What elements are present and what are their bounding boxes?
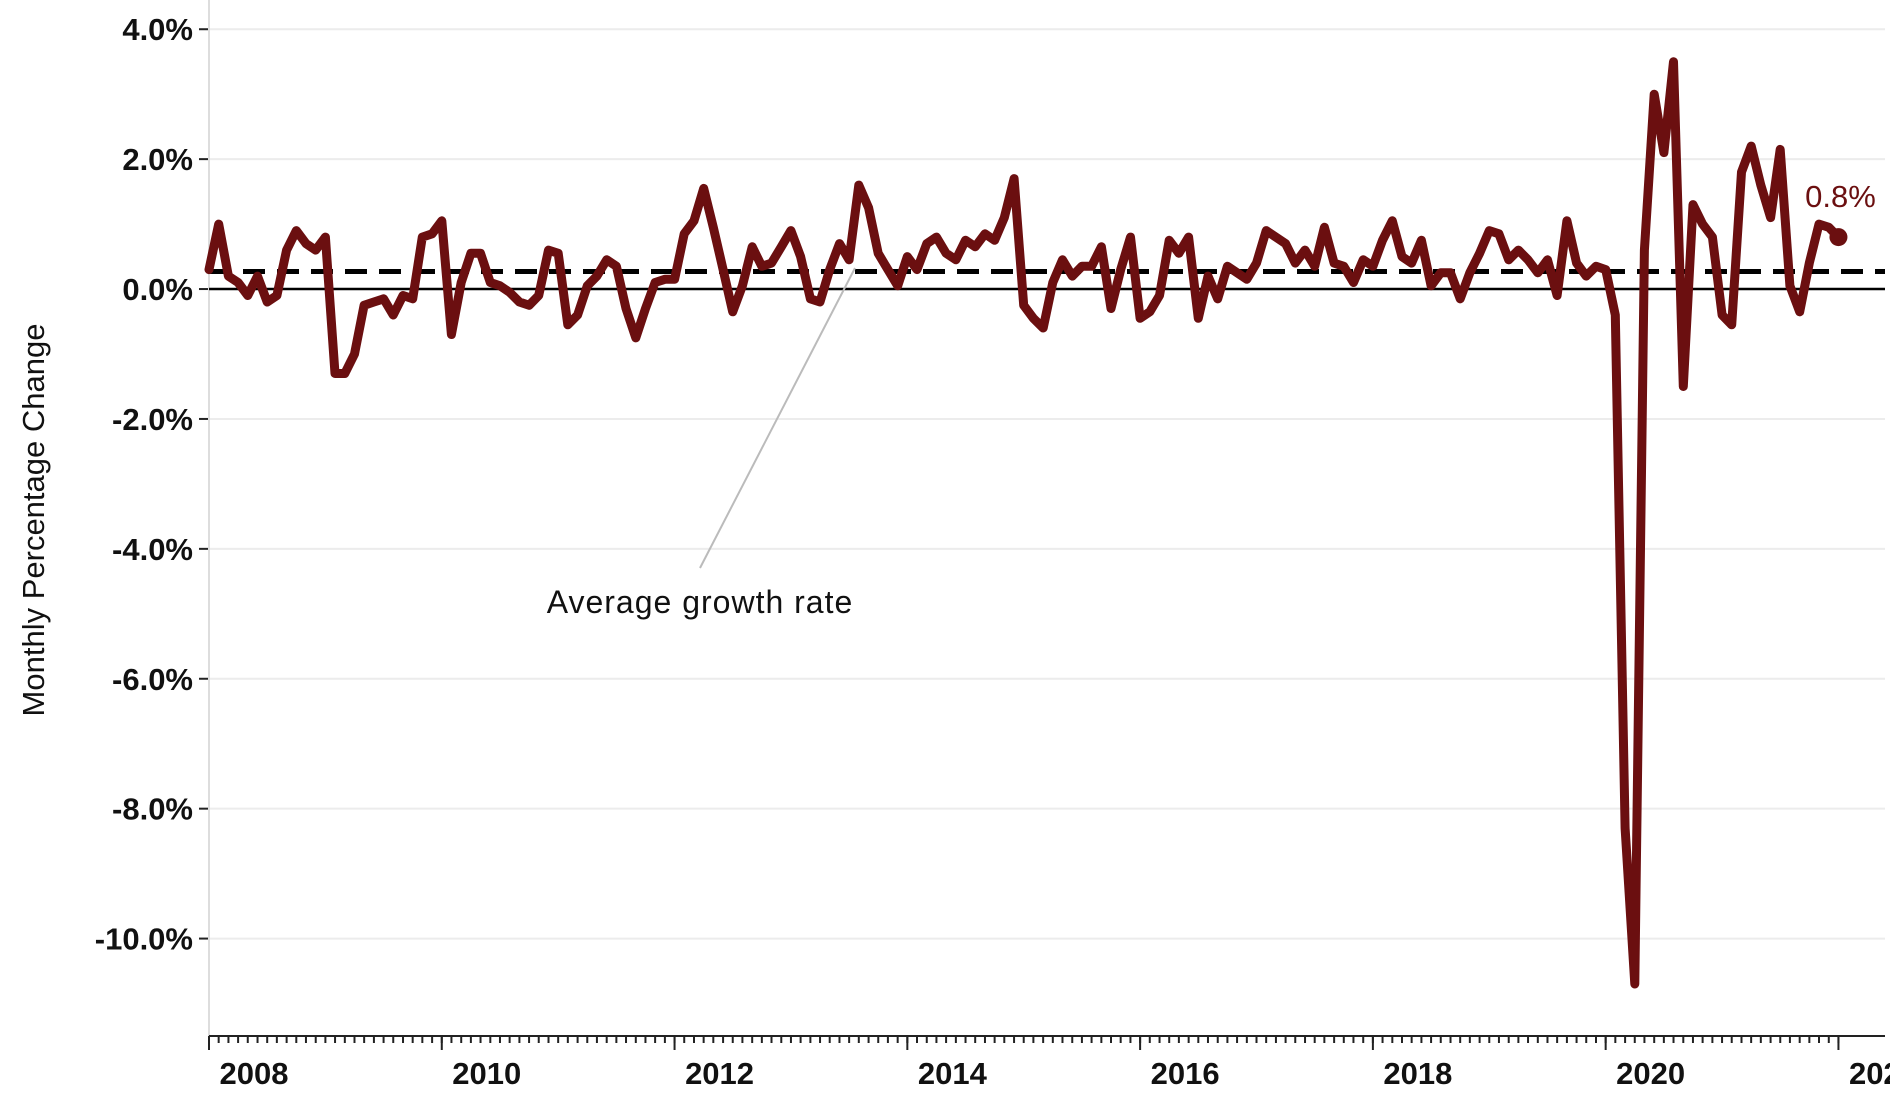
x-tick-label: 2008 [220, 1056, 289, 1091]
y-tick-label: -8.0% [112, 792, 193, 827]
y-tick-label: 2.0% [122, 142, 193, 177]
y-tick-label: -4.0% [112, 532, 193, 567]
y-tick-label: 0.0% [122, 272, 193, 307]
x-tick-label: 2016 [1151, 1056, 1220, 1091]
y-tick-label: -10.0% [95, 922, 193, 957]
x-tick-label: 2014 [918, 1056, 988, 1091]
x-tick-label: 2012 [685, 1056, 754, 1091]
y-tick-label: 4.0% [122, 12, 193, 47]
data-line [204, 57, 1843, 989]
x-tick-label: 2018 [1383, 1056, 1452, 1091]
x-tick-label: 2022 [1849, 1056, 1890, 1091]
x-tick-label: 2020 [1616, 1056, 1685, 1091]
end-point [1829, 228, 1848, 247]
y-tick-label: -6.0% [112, 662, 193, 697]
y-tick-label: -2.0% [112, 402, 193, 437]
y-axis-label: Monthly Percentage Change [16, 324, 51, 717]
annotation-leader [699, 267, 856, 569]
end-label: 0.8% [1805, 179, 1876, 214]
x-tick-label: 2010 [452, 1056, 521, 1091]
annotation: Average growth rate [547, 584, 854, 620]
